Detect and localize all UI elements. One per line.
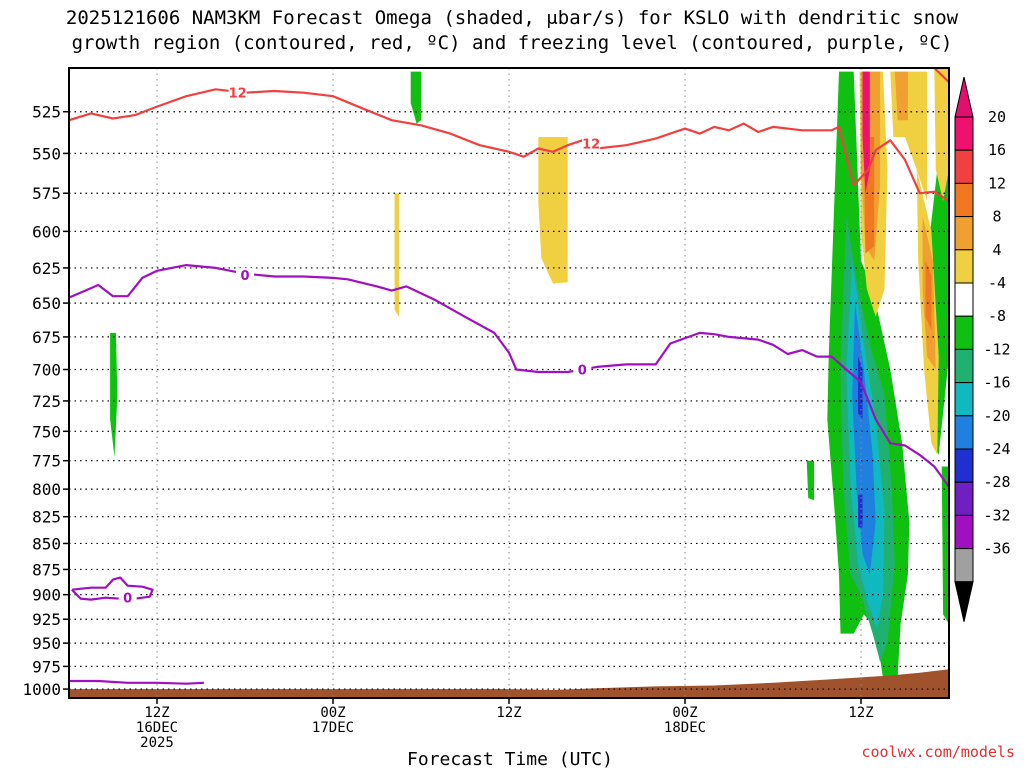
omega-patch-4: [806, 460, 815, 501]
colorbar-label-0: 20: [988, 108, 1006, 126]
contour-label-bg-0: [228, 85, 247, 100]
ytick-label-850: 850: [32, 534, 61, 553]
colorbar: 20 16 12 8 4 -4 -8 -12 -16 -20 -24 -28 -32 -36: [954, 76, 1011, 622]
ytick-label-1000: 1000: [22, 680, 61, 699]
plot-area: 12 12 0 0 0: [68, 67, 950, 699]
colorbar-swatch-7: [954, 348, 974, 384]
xtick-label-6-0: 12Z: [144, 705, 169, 721]
ytick-label-800: 800: [32, 480, 61, 499]
omega-patch-3: [110, 332, 118, 458]
colorbar-swatch-3: [954, 216, 974, 251]
colorbar-swatch-9: [954, 415, 974, 450]
contour-freezing-level-main: [68, 264, 950, 488]
xtick-label-18-0: 00Z: [320, 705, 345, 721]
contour-freezing-level-loop: [71, 576, 154, 601]
colorbar-swatch-4: [954, 249, 974, 284]
omega-patch-2: [538, 137, 568, 284]
ytick-label-925: 925: [32, 610, 61, 629]
colorbar-label-7: -12: [983, 340, 1010, 358]
xtick-label-18-1: 17DEC: [312, 720, 354, 736]
colorbar-swatch-11: [954, 481, 974, 516]
omega-patch-18: [894, 71, 908, 121]
omega-patch-1: [394, 193, 399, 317]
colorbar-swatch-8: [954, 382, 974, 417]
ytick-label-825: 825: [32, 508, 61, 527]
omega-shading: [110, 68, 949, 679]
colorbar-under-arrow: [954, 581, 974, 622]
colorbar-swatch-12: [954, 514, 974, 550]
ytick-label-575: 575: [32, 184, 61, 203]
xtick-label-42-0: 00Z: [672, 705, 697, 721]
omega-patch-8: [852, 303, 876, 575]
colorbar-swatch-10: [954, 448, 974, 483]
omega-patch-22: [934, 68, 949, 201]
xtick-label-54-0: 12Z: [848, 705, 873, 721]
xtick-label-6-1: 16DEC: [136, 720, 178, 736]
ytick-label-975: 975: [32, 657, 61, 676]
ytick-label-875: 875: [32, 560, 61, 579]
colorbar-swatch-0: [954, 116, 974, 151]
contours: 12 12 0 0 0: [68, 67, 950, 685]
ytick-label-725: 725: [32, 392, 61, 411]
contour-label-bg-4: [118, 590, 137, 605]
omega-patch-10: [858, 494, 863, 528]
ytick-label-900: 900: [32, 586, 61, 605]
colorbar-swatch-6: [954, 315, 974, 350]
contour-label-bg-1: [582, 136, 601, 151]
colorbar-label-13: -36: [983, 540, 1010, 558]
ytick-label-625: 625: [32, 259, 61, 278]
contour-label-4: 0: [123, 592, 132, 607]
ytick-label-525: 525: [32, 103, 61, 122]
terrain: [69, 669, 949, 698]
contour-label-0: 12: [229, 87, 247, 102]
contour-dgz-12C-upper: [933, 67, 950, 83]
ytick-label-950: 950: [32, 634, 61, 653]
colorbar-label-5: -4: [988, 274, 1006, 292]
omega-patch-21: [925, 260, 932, 331]
xtick-label-30-0: 12Z: [496, 705, 521, 721]
ytick-label-650: 650: [32, 294, 61, 313]
colorbar-swatch-5: [954, 282, 974, 317]
colorbar-swatch-13: [954, 548, 974, 583]
chart-title-line-2: growth region (contoured, red, ºC) and f…: [72, 32, 953, 54]
credit-link[interactable]: coolwx.com/models: [861, 743, 1015, 761]
colorbar-swatch-1: [954, 149, 974, 184]
contour-label-2: 0: [240, 269, 249, 284]
colorbar-label-10: -24: [983, 440, 1010, 458]
xtick-label-42-1: 18DEC: [664, 720, 706, 736]
colorbar-label-3: 8: [992, 208, 1001, 226]
ytick-label-750: 750: [32, 422, 61, 441]
contour-freezing-level-surface: [69, 679, 204, 685]
colorbar-label-11: -28: [983, 473, 1010, 491]
colorbar-label-4: 4: [992, 241, 1001, 259]
ytick-label-775: 775: [32, 452, 61, 471]
x-axis-label: Forecast Time (UTC): [407, 749, 613, 768]
chart-title-line-1: 2025121606 NAM3KM Forecast Omega (shaded…: [66, 7, 959, 29]
omega-patch-16: [862, 71, 870, 194]
ytick-label-600: 600: [32, 222, 61, 241]
y-axis: 525 550 575 600 625 650 675 700 725 750 775 800 825 8…: [22, 103, 69, 699]
ytick-label-700: 700: [32, 360, 61, 379]
colorbar-label-12: -32: [983, 506, 1010, 524]
contour-label-bg-2: [236, 268, 254, 283]
colorbar-label-2: 12: [988, 174, 1006, 192]
contour-label-1: 12: [582, 138, 600, 153]
terrain-fill: [69, 669, 949, 698]
colorbar-label-8: -16: [983, 374, 1010, 392]
ytick-label-675: 675: [32, 328, 61, 347]
colorbar-swatch-2: [954, 182, 974, 218]
colorbar-label-6: -8: [988, 307, 1006, 325]
colorbar-label-9: -20: [983, 407, 1010, 425]
contour-label-3: 0: [578, 363, 587, 378]
contour-label-bg-3: [573, 362, 592, 377]
colorbar-label-1: 16: [988, 141, 1006, 159]
xtick-label-6-2: 2025: [140, 735, 174, 751]
omega-patch-0: [410, 71, 421, 124]
ytick-label-550: 550: [32, 144, 61, 163]
colorbar-over-arrow: [954, 76, 974, 118]
